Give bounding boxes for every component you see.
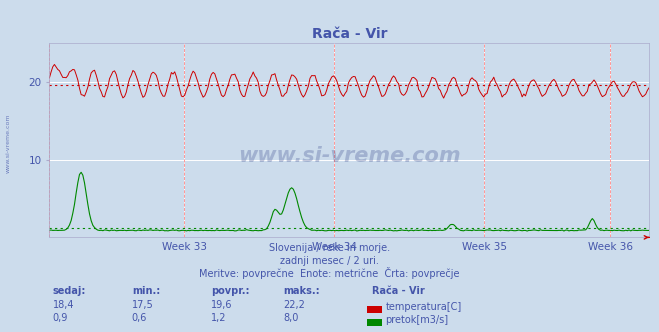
Text: Meritve: povprečne  Enote: metrične  Črta: povprečje: Meritve: povprečne Enote: metrične Črta:… — [199, 267, 460, 279]
Text: 0,6: 0,6 — [132, 313, 147, 323]
Text: 19,6: 19,6 — [211, 300, 233, 310]
Text: Rača - Vir: Rača - Vir — [372, 286, 425, 296]
Text: 17,5: 17,5 — [132, 300, 154, 310]
Text: www.si-vreme.com: www.si-vreme.com — [5, 113, 11, 173]
Text: maks.:: maks.: — [283, 286, 320, 296]
Text: 0,9: 0,9 — [53, 313, 68, 323]
Text: temperatura[C]: temperatura[C] — [386, 302, 462, 312]
Text: povpr.:: povpr.: — [211, 286, 249, 296]
Text: zadnji mesec / 2 uri.: zadnji mesec / 2 uri. — [280, 256, 379, 266]
Text: 18,4: 18,4 — [53, 300, 74, 310]
Text: 22,2: 22,2 — [283, 300, 305, 310]
Text: Slovenija / reke in morje.: Slovenija / reke in morje. — [269, 243, 390, 253]
Text: 8,0: 8,0 — [283, 313, 299, 323]
Text: min.:: min.: — [132, 286, 160, 296]
Text: 1,2: 1,2 — [211, 313, 227, 323]
Text: www.si-vreme.com: www.si-vreme.com — [238, 146, 461, 166]
Title: Rača - Vir: Rača - Vir — [312, 27, 387, 41]
Text: pretok[m3/s]: pretok[m3/s] — [386, 315, 449, 325]
Text: sedaj:: sedaj: — [53, 286, 86, 296]
